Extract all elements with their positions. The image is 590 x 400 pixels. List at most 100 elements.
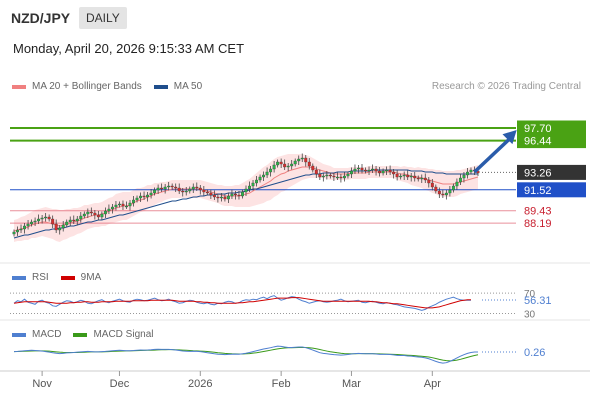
candle-body-32	[125, 205, 128, 208]
rsi-guide-label-1: 30	[524, 309, 536, 320]
rsi-current-label: 56.31	[524, 295, 552, 307]
candle-body-87	[318, 173, 322, 178]
x-tick-label-1: Dec	[110, 378, 130, 390]
candle-body-22	[89, 211, 93, 214]
credit-text: Research © 2026 Trading Central	[431, 81, 581, 92]
candle-body-9	[44, 216, 48, 219]
candle-body-50	[188, 188, 192, 192]
legend-swatch-ma20	[12, 84, 26, 89]
bollinger-band	[14, 154, 478, 242]
candle-body-92	[335, 176, 339, 179]
candle-body-10	[47, 216, 51, 220]
candle-body-81	[297, 158, 301, 162]
candle-body-94	[342, 175, 346, 179]
candle-body-2	[19, 228, 23, 231]
candle-body-99	[360, 167, 364, 171]
candle-body-122	[441, 193, 445, 196]
resistance-label-1: 96.44	[524, 136, 552, 148]
candle-body-72	[265, 171, 269, 176]
candle-body-7	[37, 218, 41, 222]
candle-body-90	[328, 174, 332, 177]
candle-body-104	[378, 170, 382, 174]
candle-body-88	[321, 175, 325, 178]
legend-item-ma20: MA 20 + Bollinger Bands	[12, 81, 142, 92]
period-badge[interactable]: DAILY	[79, 7, 127, 29]
x-tick-label-4: Mar	[342, 378, 361, 390]
candle-body-108	[392, 171, 396, 175]
candle-body-119	[430, 182, 434, 188]
resistance-tag-1	[517, 133, 586, 149]
legend-swatch-macd-signal	[73, 332, 88, 337]
legend-item-ma50: MA 50	[153, 81, 203, 92]
candle-body-93	[339, 176, 343, 179]
candle-body-14	[61, 224, 65, 229]
candle-body-95	[346, 173, 350, 177]
rsi-legend: RSI 9MA	[12, 272, 113, 283]
legend-item-macd: MACD	[12, 329, 61, 340]
support-tag-3	[517, 182, 586, 198]
candle-body-112	[406, 174, 410, 178]
candle-body-70	[258, 176, 262, 181]
candle-body-64	[237, 194, 241, 197]
x-tick-label-5: Apr	[424, 378, 441, 390]
candle-body-109	[395, 173, 399, 178]
candle-body-18	[75, 218, 79, 222]
candle-body-0	[12, 231, 16, 235]
candle-body-34	[132, 199, 135, 204]
legend-item-9ma: 9MA	[60, 272, 101, 283]
candle-body-57	[212, 194, 216, 198]
candle-body-105	[381, 170, 385, 174]
candle-body-39	[149, 192, 153, 196]
candle-body-46	[174, 186, 178, 189]
candle-body-24	[96, 214, 100, 218]
candle-body-83	[304, 157, 308, 163]
candle-body-52	[195, 186, 199, 189]
candle-body-45	[170, 185, 174, 188]
rsi-guide-label-0: 70	[524, 289, 536, 300]
main-legend: MA 20 + Bollinger Bands MA 50	[12, 81, 214, 92]
legend-label-ma50: MA 50	[173, 81, 203, 92]
candle-body-115	[416, 177, 420, 180]
timestamp: Monday, April 20, 2026 9:15:33 AM CET	[13, 41, 245, 56]
candle-body-8	[40, 217, 44, 220]
candle-body-33	[128, 202, 132, 207]
candle-body-21	[86, 211, 90, 215]
candle-body-106	[385, 169, 389, 172]
candle-body-54	[202, 189, 206, 193]
candle-body-71	[262, 174, 266, 178]
candle-body-47	[177, 187, 181, 192]
forecast-arrow-head	[502, 130, 517, 145]
candle-body-25	[100, 213, 104, 218]
candle-body-114	[413, 175, 417, 179]
candle-body-12	[54, 223, 58, 231]
candle-body-113	[409, 175, 413, 178]
legend-swatch-macd	[12, 332, 26, 337]
legend-swatch-9ma	[60, 275, 75, 280]
candle-body-124	[448, 189, 452, 194]
candle-body-27	[107, 208, 111, 212]
legend-label-rsi: RSI	[32, 272, 49, 283]
target-label-4: 89.43	[524, 206, 552, 218]
candle-body-89	[325, 174, 329, 177]
candle-body-19	[79, 215, 83, 220]
legend-label-ma20: MA 20 + Bollinger Bands	[32, 81, 142, 92]
candle-body-102	[371, 168, 374, 171]
target-label-5: 88.19	[524, 218, 552, 230]
legend-label-macd-signal: MACD Signal	[93, 329, 154, 340]
candle-body-116	[420, 177, 424, 180]
candle-body-44	[167, 185, 171, 188]
candle-body-58	[216, 196, 220, 199]
candle-body-67	[248, 185, 251, 190]
candle-body-100	[364, 169, 367, 172]
candle-body-26	[103, 210, 107, 215]
candle-body-74	[272, 164, 276, 170]
candle-body-41	[156, 187, 160, 191]
candle-body-68	[251, 182, 255, 187]
candle-body-96	[350, 170, 353, 175]
candle-body-17	[72, 219, 76, 222]
candle-body-97	[353, 168, 357, 172]
candle-body-86	[314, 169, 318, 175]
candle-body-43	[163, 186, 167, 190]
candle-body-76	[279, 161, 283, 165]
candle-body-63	[234, 193, 237, 196]
